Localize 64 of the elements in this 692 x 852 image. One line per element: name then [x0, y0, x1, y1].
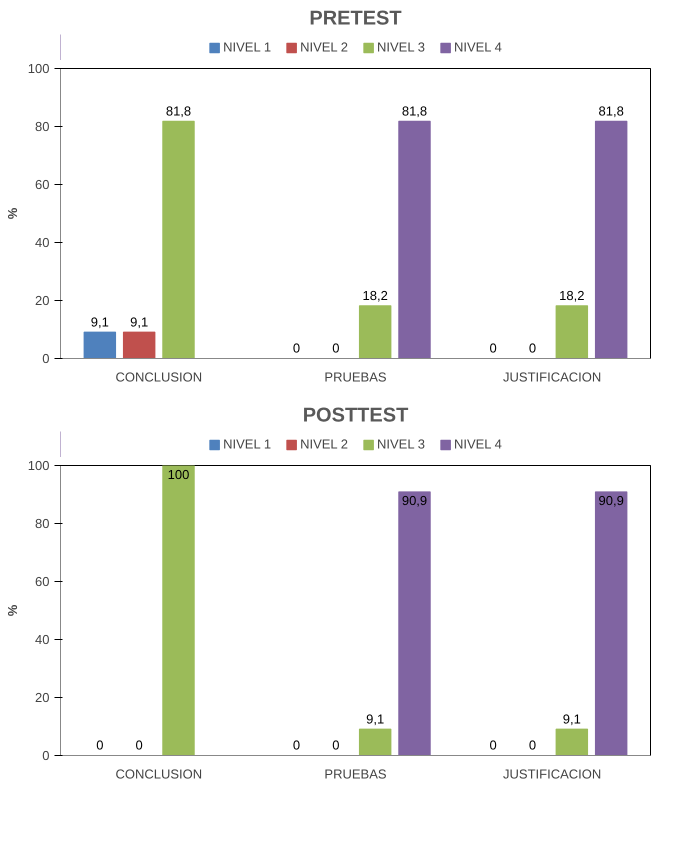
y-axis-title: %: [4, 207, 20, 220]
x-tick-label: JUSTIFICACION: [503, 766, 602, 782]
bar: [358, 305, 392, 358]
data-label: 81,8: [402, 103, 428, 118]
y-tick-label: 0: [42, 351, 50, 366]
x-tick-label: PRUEBAS: [324, 766, 387, 782]
data-label: 0: [136, 738, 143, 753]
data-label: 9,1: [90, 314, 109, 330]
y-tick-label: 0: [42, 748, 50, 763]
data-label: 0: [332, 340, 340, 356]
data-label: 0: [490, 738, 497, 753]
data-label: 81,8: [166, 103, 192, 118]
bar: [358, 728, 392, 756]
bar: [122, 332, 156, 358]
legend-label: NIVEL 1: [223, 40, 272, 54]
y-tick-label: 60: [35, 574, 50, 589]
bar: [556, 305, 588, 358]
data-label: 0: [528, 738, 536, 753]
bar: [84, 332, 116, 358]
data-label: 100: [168, 466, 190, 482]
y-tick-label: 100: [28, 61, 50, 76]
y-tick-label: 80: [35, 516, 50, 531]
legend-label: NIVEL 4: [454, 40, 502, 54]
x-tick-label: JUSTIFICACION: [503, 370, 602, 384]
data-label: 90,9: [598, 493, 624, 508]
y-tick-label: 80: [35, 119, 50, 134]
legend-label: NIVEL 2: [300, 40, 348, 54]
data-label: 0: [292, 738, 300, 753]
data-label: 0: [528, 340, 536, 356]
y-tick-label: 60: [35, 177, 50, 192]
legend-label: NIVEL 1: [223, 436, 272, 452]
data-label: 18,2: [362, 288, 388, 303]
data-label: 0: [332, 738, 340, 753]
data-label: 0: [292, 340, 300, 356]
y-tick-label: 20: [35, 293, 50, 308]
y-tick-label: 100: [28, 458, 50, 473]
bar: [398, 120, 431, 358]
y-tick-label: 40: [35, 632, 50, 647]
legend-label: NIVEL 2: [300, 436, 348, 452]
y-tick-label: 20: [35, 690, 50, 705]
data-label: 90,9: [402, 493, 428, 508]
data-label: 81,8: [598, 103, 624, 118]
data-label: 0: [96, 738, 104, 753]
bar: [594, 491, 628, 756]
data-label: 18,2: [559, 288, 584, 303]
legend-label: NIVEL 3: [377, 436, 425, 452]
data-label: 9,1: [130, 314, 148, 330]
bar: [162, 120, 195, 358]
bar: [398, 491, 431, 756]
y-tick-label: 40: [35, 235, 50, 250]
data-label: 9,1: [562, 711, 581, 726]
data-label: 9,1: [366, 711, 384, 726]
bar: [162, 466, 195, 756]
legend-label: NIVEL 3: [377, 40, 425, 54]
bar: [594, 120, 628, 358]
x-tick-label: CONCLUSION: [115, 370, 202, 384]
bar: [556, 728, 588, 756]
y-axis-title: %: [4, 604, 20, 616]
x-tick-label: CONCLUSION: [115, 766, 202, 782]
chart-title: POSTTEST: [302, 404, 408, 426]
legend-label: NIVEL 4: [454, 436, 502, 452]
data-label: 0: [490, 340, 497, 356]
chart-title: PRETEST: [309, 8, 402, 30]
x-tick-label: PRUEBAS: [324, 370, 387, 384]
